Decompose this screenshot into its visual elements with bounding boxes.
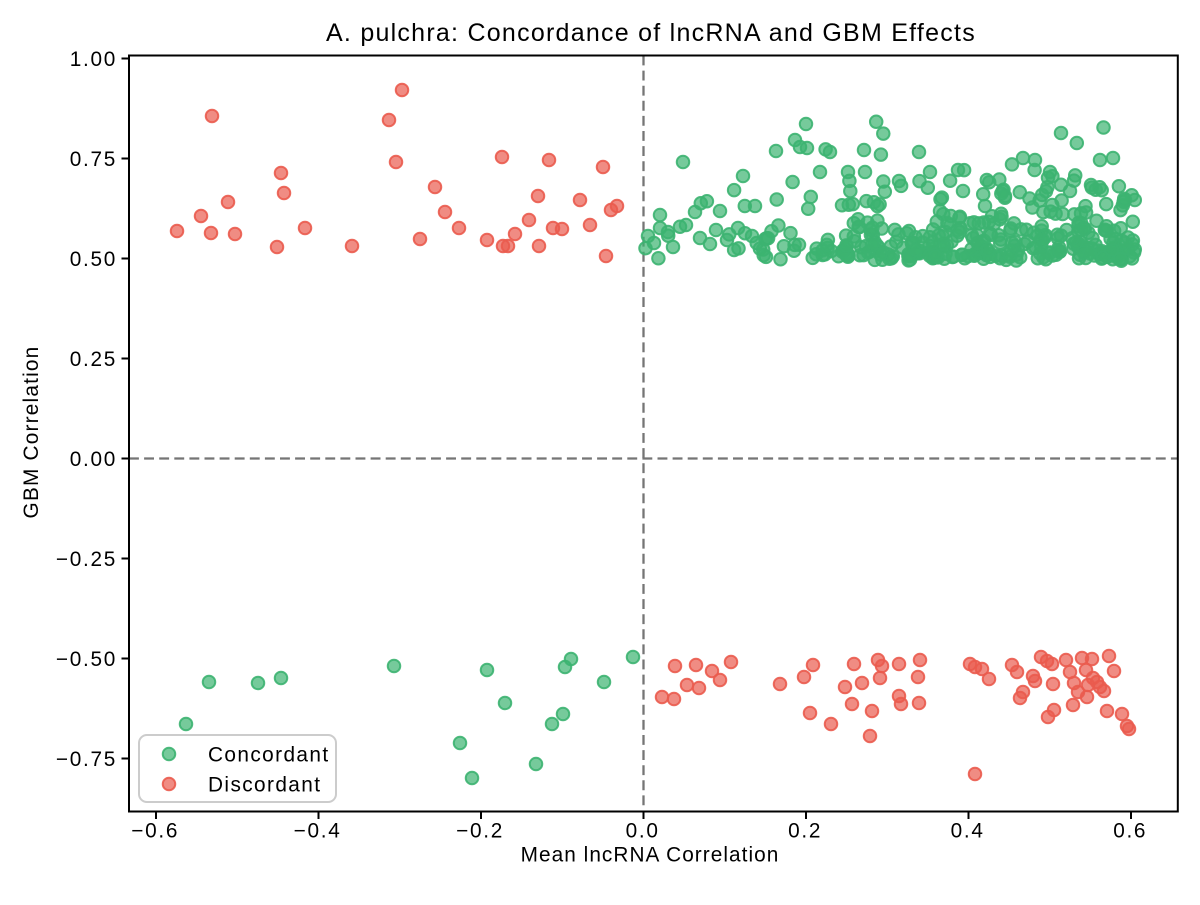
- svg-text:−0.2: −0.2: [456, 820, 504, 843]
- svg-text:GBM Correlation: GBM Correlation: [20, 346, 43, 519]
- svg-text:Mean lncRNA Correlation: Mean lncRNA Correlation: [521, 844, 780, 867]
- svg-text:Concordant: Concordant: [208, 744, 330, 767]
- svg-text:0.0: 0.0: [626, 820, 660, 843]
- svg-text:0.4: 0.4: [951, 820, 985, 843]
- svg-text:0.2: 0.2: [788, 820, 822, 843]
- svg-text:−0.4: −0.4: [294, 820, 342, 843]
- svg-text:A. pulchra: Concordance of lnc: A. pulchra: Concordance of lncRNA and GB…: [326, 19, 976, 47]
- svg-text:0.00: 0.00: [70, 448, 117, 471]
- svg-text:−0.25: −0.25: [56, 548, 117, 571]
- svg-text:0.25: 0.25: [70, 348, 117, 371]
- svg-text:−0.50: −0.50: [56, 648, 117, 671]
- svg-text:1.00: 1.00: [70, 48, 117, 71]
- svg-text:−0.75: −0.75: [56, 748, 117, 771]
- svg-text:−0.6: −0.6: [131, 820, 179, 843]
- svg-text:0.75: 0.75: [70, 148, 117, 171]
- svg-text:Discordant: Discordant: [208, 774, 321, 797]
- svg-text:0.6: 0.6: [1113, 820, 1147, 843]
- svg-text:0.50: 0.50: [70, 248, 117, 271]
